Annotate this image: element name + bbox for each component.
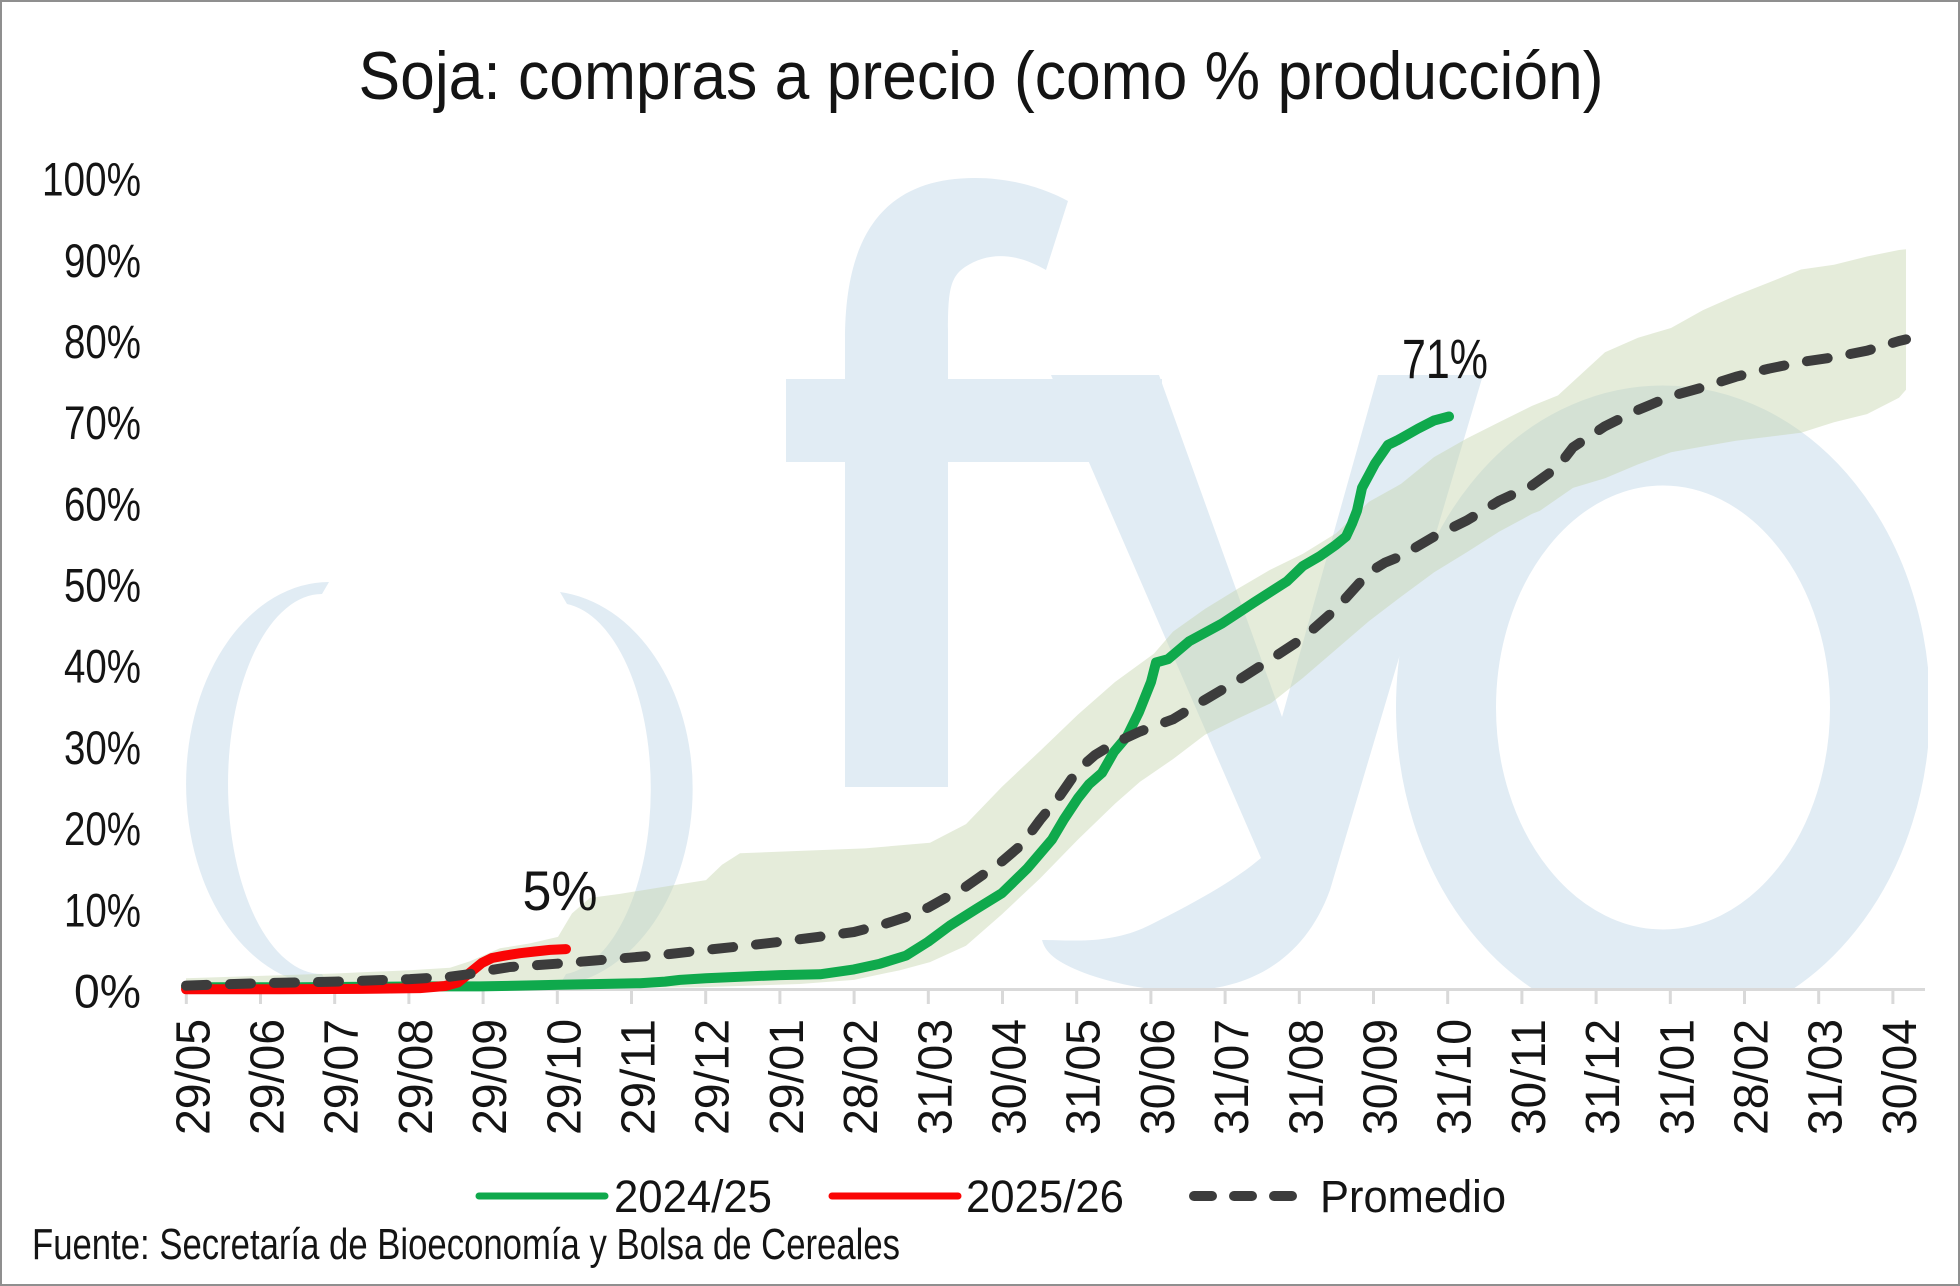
svg-text:29/05: 29/05 — [167, 1019, 220, 1135]
svg-text:40%: 40% — [64, 640, 141, 693]
svg-text:31/10: 31/10 — [1429, 1019, 1482, 1135]
svg-text:30/06: 30/06 — [1132, 1019, 1185, 1135]
svg-text:0%: 0% — [74, 965, 141, 1018]
svg-text:29/10: 29/10 — [538, 1019, 591, 1135]
svg-text:29/11: 29/11 — [613, 1019, 666, 1135]
svg-text:30/04: 30/04 — [984, 1019, 1037, 1135]
svg-text:31/07: 31/07 — [1206, 1019, 1259, 1135]
svg-text:2025/26: 2025/26 — [966, 1171, 1124, 1222]
svg-text:31/01: 31/01 — [1651, 1019, 1704, 1135]
svg-text:29/01: 29/01 — [761, 1019, 814, 1135]
svg-text:10%: 10% — [64, 883, 141, 936]
svg-text:30/11: 30/11 — [1503, 1019, 1556, 1135]
svg-text:29/09: 29/09 — [464, 1019, 517, 1135]
svg-text:20%: 20% — [64, 802, 141, 855]
svg-text:31/03: 31/03 — [909, 1019, 962, 1135]
svg-text:31/08: 31/08 — [1280, 1019, 1333, 1135]
svg-text:90%: 90% — [64, 234, 141, 287]
svg-text:50%: 50% — [64, 559, 141, 612]
svg-text:28/02: 28/02 — [835, 1019, 888, 1135]
svg-text:2024/25: 2024/25 — [614, 1171, 772, 1222]
svg-text:30%: 30% — [64, 721, 141, 774]
svg-text:Fuente: Secretaría de Bioecono: Fuente: Secretaría de Bioeconomía y Bols… — [32, 1220, 900, 1269]
svg-text:30/09: 30/09 — [1355, 1019, 1408, 1135]
svg-text:30/04: 30/04 — [1874, 1019, 1927, 1135]
svg-text:80%: 80% — [64, 315, 141, 368]
svg-text:31/12: 31/12 — [1577, 1019, 1630, 1135]
svg-text:29/12: 29/12 — [687, 1019, 740, 1135]
svg-text:Soja: compras a precio (como %: Soja: compras a precio (como % producció… — [359, 38, 1604, 114]
svg-text:31/03: 31/03 — [1800, 1019, 1853, 1135]
svg-text:Promedio: Promedio — [1320, 1171, 1506, 1222]
svg-text:29/08: 29/08 — [390, 1019, 443, 1135]
svg-text:70%: 70% — [64, 396, 141, 449]
svg-text:31/05: 31/05 — [1058, 1019, 1111, 1135]
svg-text:29/06: 29/06 — [242, 1019, 295, 1135]
svg-text:60%: 60% — [64, 477, 141, 530]
svg-text:5%: 5% — [523, 859, 598, 922]
svg-text:28/02: 28/02 — [1726, 1019, 1779, 1135]
svg-text:71%: 71% — [1402, 327, 1488, 390]
svg-text:29/07: 29/07 — [316, 1019, 369, 1135]
svg-text:100%: 100% — [42, 153, 141, 206]
